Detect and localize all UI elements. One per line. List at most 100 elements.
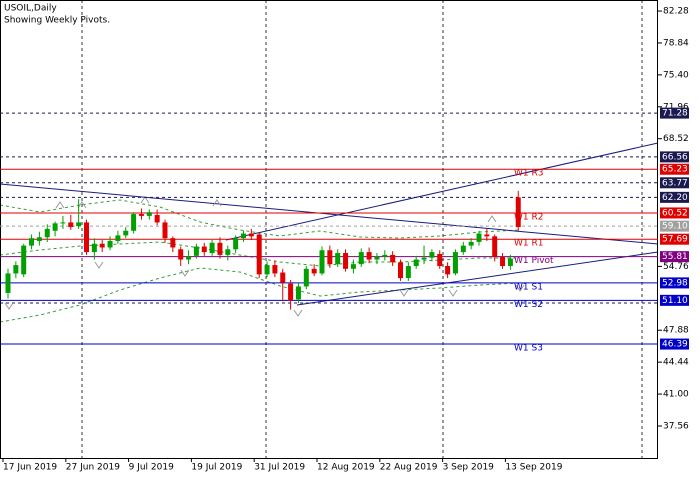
candle-body: [99, 243, 105, 248]
price-box-label: 46.39: [662, 340, 688, 350]
price-box: [660, 294, 689, 306]
price-box-label: 62.20: [662, 193, 688, 203]
plot-border: [0, 0, 658, 459]
price-box: [660, 251, 689, 263]
candle-body: [398, 262, 403, 279]
fractals: [4, 196, 525, 317]
candle-body: [29, 238, 35, 246]
price-box-label: 55.81: [662, 252, 688, 262]
candle-body: [311, 268, 317, 274]
x-tick-label: 31 Jul 2019: [254, 463, 305, 473]
candle-body: [209, 242, 215, 254]
candle-body: [241, 233, 246, 239]
candle-body: [492, 236, 498, 257]
candle-body: [303, 268, 309, 287]
price-box: [660, 191, 689, 203]
fractal-up: [77, 201, 87, 209]
candle-body: [343, 253, 349, 269]
candle-body: [162, 222, 168, 239]
candle-body: [123, 230, 129, 236]
fractal-down: [4, 302, 14, 310]
price-box: [660, 220, 689, 232]
candle-body: [421, 257, 427, 260]
candle-body: [445, 266, 451, 275]
y-tick-label: 71.96: [663, 102, 689, 112]
candle-body: [68, 222, 74, 228]
candle-body: [374, 256, 380, 260]
trendline: [0, 183, 659, 245]
candle-body: [280, 272, 286, 283]
pivot-label: W1 S1: [514, 282, 543, 292]
price-box: [660, 177, 689, 189]
y-tick-label: 82.28: [663, 7, 689, 17]
price-box: [660, 151, 689, 163]
pivot-label: W1 Pivot: [514, 256, 554, 266]
price-box: [660, 207, 689, 219]
trendline: [296, 251, 659, 306]
pivot-label: W1 R1: [514, 239, 543, 249]
candle-body: [295, 286, 301, 300]
fractal-up: [487, 215, 497, 223]
candle-body: [390, 254, 396, 263]
price-box: [660, 163, 689, 175]
candle-body: [288, 283, 294, 301]
candle-body: [233, 238, 239, 250]
candle-body: [507, 258, 513, 267]
price-box: [660, 107, 689, 119]
price-box-label: 65.23: [662, 165, 688, 175]
candle-body: [21, 245, 27, 275]
candle-body: [44, 228, 50, 238]
candle-body: [60, 222, 66, 224]
candle-body: [225, 249, 231, 255]
pivot-label: W1 S2: [514, 300, 543, 310]
candle-body: [201, 246, 207, 253]
fractal-down: [399, 289, 409, 297]
candle-body: [319, 250, 325, 274]
candle-body: [452, 252, 458, 274]
fractal-down: [448, 289, 458, 297]
candle-body: [13, 265, 19, 274]
x-tick-label: 13 Sep 2019: [505, 463, 562, 473]
fractal-down: [180, 269, 190, 277]
candle-body: [91, 243, 97, 253]
candle-body: [484, 234, 490, 237]
price-box-label: 71.28: [662, 109, 688, 119]
x-tick-label: 19 Jul 2019: [191, 463, 242, 473]
fractal-down: [515, 284, 525, 292]
candle-body: [500, 256, 506, 267]
candle-body: [178, 249, 184, 260]
price-box-label: 66.56: [662, 152, 688, 162]
candle-body: [248, 233, 254, 237]
chart-subtitle: Showing Weekly Pivots.: [4, 16, 110, 26]
envelope-lower: [0, 267, 521, 323]
fractal-up: [55, 201, 65, 209]
candle-body: [186, 256, 192, 260]
candle-body: [76, 222, 82, 227]
candle-body: [131, 214, 137, 231]
fractal-up: [212, 199, 222, 207]
y-tick-label: 41.00: [663, 390, 689, 400]
indicators: [0, 0, 659, 458]
candle-body: [154, 214, 160, 223]
candle-body: [413, 259, 419, 267]
candle-body: [437, 253, 443, 267]
candle-body: [335, 253, 341, 265]
candle-body: [366, 252, 372, 260]
candle-body: [256, 234, 262, 275]
candle-body: [264, 265, 270, 275]
candle-body: [382, 254, 388, 257]
candle-body: [327, 250, 333, 265]
candle-body: [84, 222, 89, 253]
pivot-label: W1 R3: [514, 169, 543, 179]
candle-body: [107, 240, 113, 248]
pivot-label: W1 R2: [514, 212, 543, 222]
fractal-down: [94, 261, 104, 269]
x-tick-label: 17 Jun 2019: [3, 463, 57, 473]
trendline: [225, 142, 659, 241]
y-tick-label: 47.88: [663, 326, 689, 336]
x-tick-label: 22 Aug 2019: [380, 463, 438, 473]
candle-body: [460, 245, 466, 253]
x-tick-label: 12 Aug 2019: [317, 463, 375, 473]
pivot-label: W1 S3: [514, 344, 543, 354]
